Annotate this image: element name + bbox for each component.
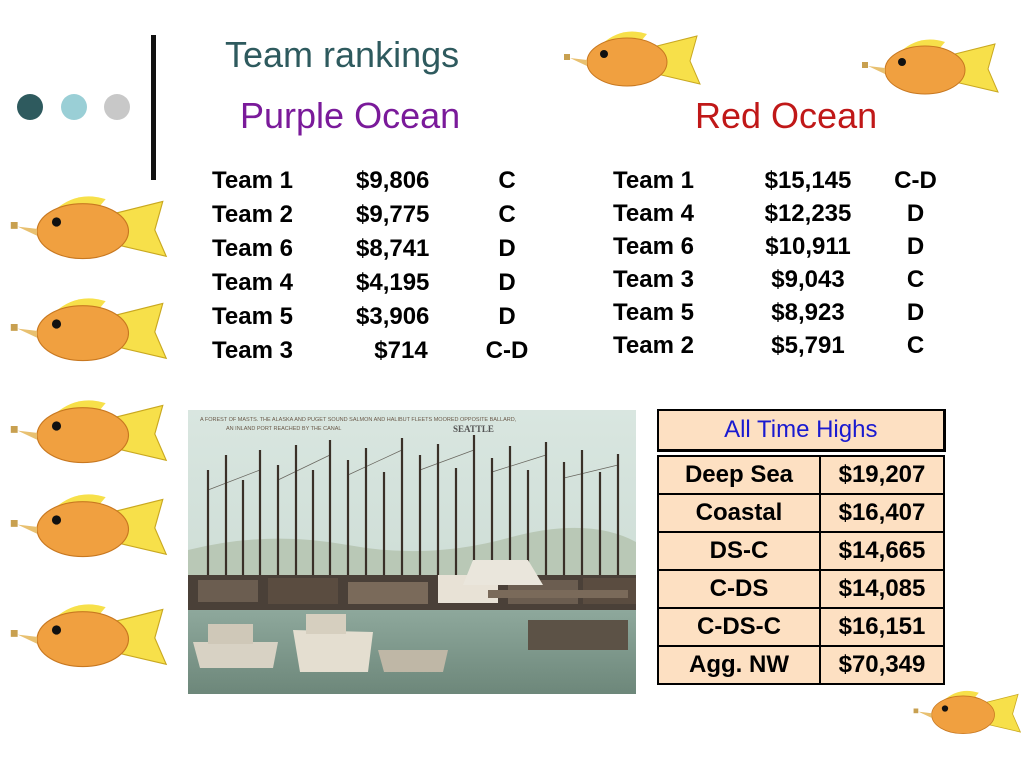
team-grade: D	[906, 299, 925, 326]
team-name: Team 4	[613, 200, 694, 227]
team-amount: $9,043	[771, 266, 845, 293]
fish-icon	[862, 39, 999, 95]
postcard-caption-2: AN INLAND PORT REACHED BY THE CANAL	[226, 426, 341, 432]
high-label: C-DS-C	[657, 607, 821, 647]
fish-icon	[10, 400, 168, 464]
team-name: Team 1	[613, 167, 694, 194]
purple-ranking-list: Team 1 $9,806 C Team 2 $9,775 C Team 6 $…	[212, 167, 542, 371]
ranking-row: Team 1 $15,145 C-D	[613, 167, 953, 200]
high-value: $70,349	[819, 645, 945, 685]
table-row: C-DS-C $16,151	[657, 607, 945, 647]
ranking-row: Team 6 $10,911 D	[613, 233, 953, 266]
team-name: Team 1	[212, 167, 293, 194]
team-amount: $9,806	[356, 167, 430, 194]
table-header-row: All Time Highs	[657, 409, 946, 452]
table-row: Coastal $16,407	[657, 493, 945, 533]
high-label: C-DS	[657, 569, 821, 609]
table-row: Deep Sea $19,207	[657, 455, 945, 495]
high-label: Agg. NW	[657, 645, 821, 685]
ranking-row: Team 5 $8,923 D	[613, 299, 953, 332]
bullet-dot-light	[61, 94, 87, 120]
ranking-row: Team 3 $714 C-D	[212, 337, 542, 371]
postcard-stamp: SEATTLE	[453, 424, 494, 434]
team-amount: $714	[374, 337, 428, 364]
fish-icon	[913, 690, 1022, 735]
team-name: Team 2	[613, 332, 694, 359]
ranking-row: Team 2 $5,791 C	[613, 332, 953, 365]
table-header: All Time Highs	[657, 409, 946, 452]
team-name: Team 5	[212, 303, 293, 330]
ranking-row: Team 4 $4,195 D	[212, 269, 542, 303]
team-grade: D	[498, 303, 516, 330]
harbor-scene: A FOREST OF MASTS. THE ALASKA AND PUGET …	[188, 410, 636, 694]
fish-icon	[10, 298, 168, 362]
ranking-row: Team 6 $8,741 D	[212, 235, 542, 269]
fish-icon	[10, 196, 168, 260]
team-amount: $3,906	[356, 303, 430, 330]
high-label: Coastal	[657, 493, 821, 533]
high-value: $19,207	[819, 455, 945, 495]
team-grade: D	[498, 269, 516, 296]
ranking-row: Team 1 $9,806 C	[212, 167, 542, 201]
team-grade: D	[906, 233, 925, 260]
postcard-caption: A FOREST OF MASTS. THE ALASKA AND PUGET …	[200, 417, 517, 423]
ranking-row: Team 4 $12,235 D	[613, 200, 953, 233]
harbor-postcard-photo: A FOREST OF MASTS. THE ALASKA AND PUGET …	[188, 410, 636, 694]
team-name: Team 5	[613, 299, 694, 326]
team-name: Team 3	[212, 337, 293, 364]
divider-line	[151, 35, 156, 180]
team-name: Team 4	[212, 269, 293, 296]
team-grade: C-D	[894, 167, 937, 194]
bullet-dot-dark	[17, 94, 43, 120]
team-amount: $8,923	[771, 299, 845, 326]
fish-icon	[564, 31, 701, 87]
team-grade: C-D	[485, 337, 529, 364]
team-grade: C	[906, 332, 925, 359]
high-value: $16,151	[819, 607, 945, 647]
team-grade: C	[498, 201, 516, 228]
team-amount: $8,741	[356, 235, 430, 262]
high-value: $16,407	[819, 493, 945, 533]
team-grade: C	[498, 167, 516, 194]
ranking-row: Team 2 $9,775 C	[212, 201, 542, 235]
team-amount: $5,791	[771, 332, 845, 359]
ranking-row: Team 5 $3,906 D	[212, 303, 542, 337]
team-name: Team 6	[212, 235, 293, 262]
team-name: Team 3	[613, 266, 694, 293]
red-ranking-list: Team 1 $15,145 C-D Team 4 $12,235 D Team…	[613, 167, 953, 365]
fish-icon	[10, 604, 168, 668]
table-row: C-DS $14,085	[657, 569, 945, 609]
purple-ocean-heading: Purple Ocean	[240, 95, 461, 136]
team-grade: D	[498, 235, 516, 262]
table-row: Agg. NW $70,349	[657, 645, 945, 685]
team-name: Team 2	[212, 201, 293, 228]
red-ocean-heading: Red Ocean	[695, 95, 878, 136]
spacer-row	[658, 450, 944, 456]
bullet-dot-grey	[104, 94, 130, 120]
team-name: Team 6	[613, 233, 694, 260]
high-label: Deep Sea	[657, 455, 821, 495]
slide-title: Team rankings	[225, 34, 460, 75]
team-amount: $4,195	[356, 269, 430, 296]
high-value: $14,085	[819, 569, 945, 609]
team-grade: C	[906, 266, 925, 293]
fish-icon	[10, 494, 168, 558]
team-amount: $15,145	[764, 167, 852, 194]
high-value: $14,665	[819, 531, 945, 571]
high-label: DS-C	[657, 531, 821, 571]
team-grade: D	[906, 200, 925, 227]
table-row: DS-C $14,665	[657, 531, 945, 571]
team-amount: $10,911	[765, 233, 851, 260]
team-amount: $12,235	[764, 200, 852, 227]
team-amount: $9,775	[356, 201, 430, 228]
ranking-row: Team 3 $9,043 C	[613, 266, 953, 299]
all-time-highs-table: All Time Highs Deep Sea $19,207 Coastal …	[657, 409, 946, 685]
